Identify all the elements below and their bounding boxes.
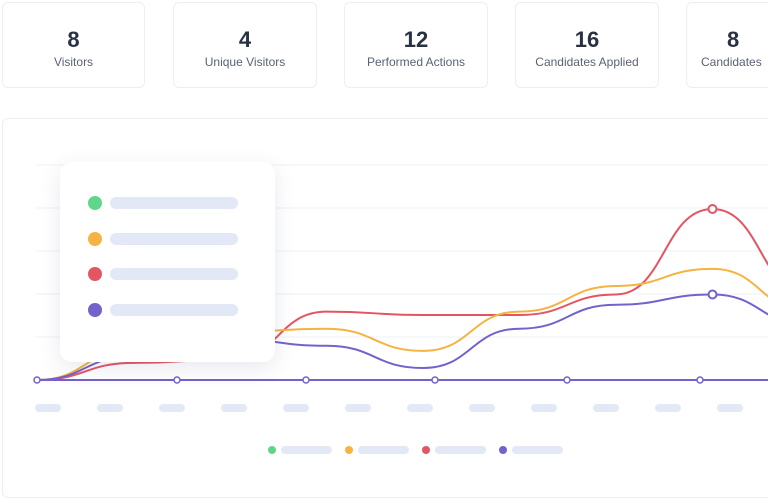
red-dot-icon <box>422 446 430 454</box>
stat-value: 16 <box>574 27 600 52</box>
x-tick-label-placeholder <box>469 404 495 412</box>
stat-value: 4 <box>238 27 252 52</box>
baseline-marker <box>696 376 704 384</box>
baseline-marker <box>33 376 41 384</box>
x-tick-label-placeholder <box>655 404 681 412</box>
x-tick-label-placeholder <box>35 404 61 412</box>
purple-dot-icon <box>499 446 507 454</box>
stat-value: 8 <box>67 27 80 52</box>
legend-item-red <box>88 267 248 281</box>
x-tick-label-placeholder <box>159 404 185 412</box>
legend-label-placeholder <box>110 304 238 316</box>
orange-dot-icon <box>345 446 353 454</box>
baseline-marker <box>302 376 310 384</box>
legend-label-placeholder <box>110 233 238 245</box>
legend-item-orange <box>88 232 248 246</box>
stat-label: Performed Actions <box>366 55 466 69</box>
x-tick-label-placeholder <box>221 404 247 412</box>
x-tick-label-placeholder <box>593 404 619 412</box>
stat-value: 12 <box>403 27 429 52</box>
green-dot-icon <box>268 446 276 454</box>
x-tick-label-placeholder <box>345 404 371 412</box>
stat-card-performed-actions: 12 Performed Actions <box>344 2 488 88</box>
legend-label-placeholder <box>358 446 409 454</box>
stat-label: Visitors <box>53 55 94 69</box>
x-tick-label-placeholder <box>531 404 557 412</box>
green-dot-icon <box>88 196 102 210</box>
legend-item-purple <box>88 303 248 317</box>
x-tick-label-placeholder <box>407 404 433 412</box>
x-tick-label-placeholder <box>283 404 309 412</box>
legend-label-placeholder <box>110 268 238 280</box>
stat-card-visitors: 8 Visitors <box>2 2 145 88</box>
stat-label: Candidates <box>701 55 762 69</box>
stat-card-candidates-applied: 16 Candidates Applied <box>515 2 659 88</box>
stat-card-candidates: 8 Candidates <box>686 2 768 88</box>
stat-value: 8 <box>727 27 740 52</box>
stat-label: Unique Visitors <box>204 55 286 69</box>
baseline-marker <box>431 376 439 384</box>
x-tick-label-placeholder <box>97 404 123 412</box>
baseline-marker <box>173 376 181 384</box>
red-dot-icon <box>88 267 102 281</box>
orange-dot-icon <box>88 232 102 246</box>
series-point-2 <box>707 289 718 300</box>
stat-card-unique-visitors: 4 Unique Visitors <box>173 2 317 88</box>
legend-label-placeholder <box>110 197 238 209</box>
baseline-marker <box>563 376 571 384</box>
legend-card <box>60 162 275 362</box>
stat-label: Candidates Applied <box>535 55 639 69</box>
purple-dot-icon <box>88 303 102 317</box>
series-point-0 <box>707 204 718 214</box>
legend-label-placeholder <box>435 446 486 454</box>
legend-label-placeholder <box>281 446 332 454</box>
legend-label-placeholder <box>512 446 563 454</box>
x-tick-label-placeholder <box>717 404 743 412</box>
legend-item-green <box>88 196 248 210</box>
